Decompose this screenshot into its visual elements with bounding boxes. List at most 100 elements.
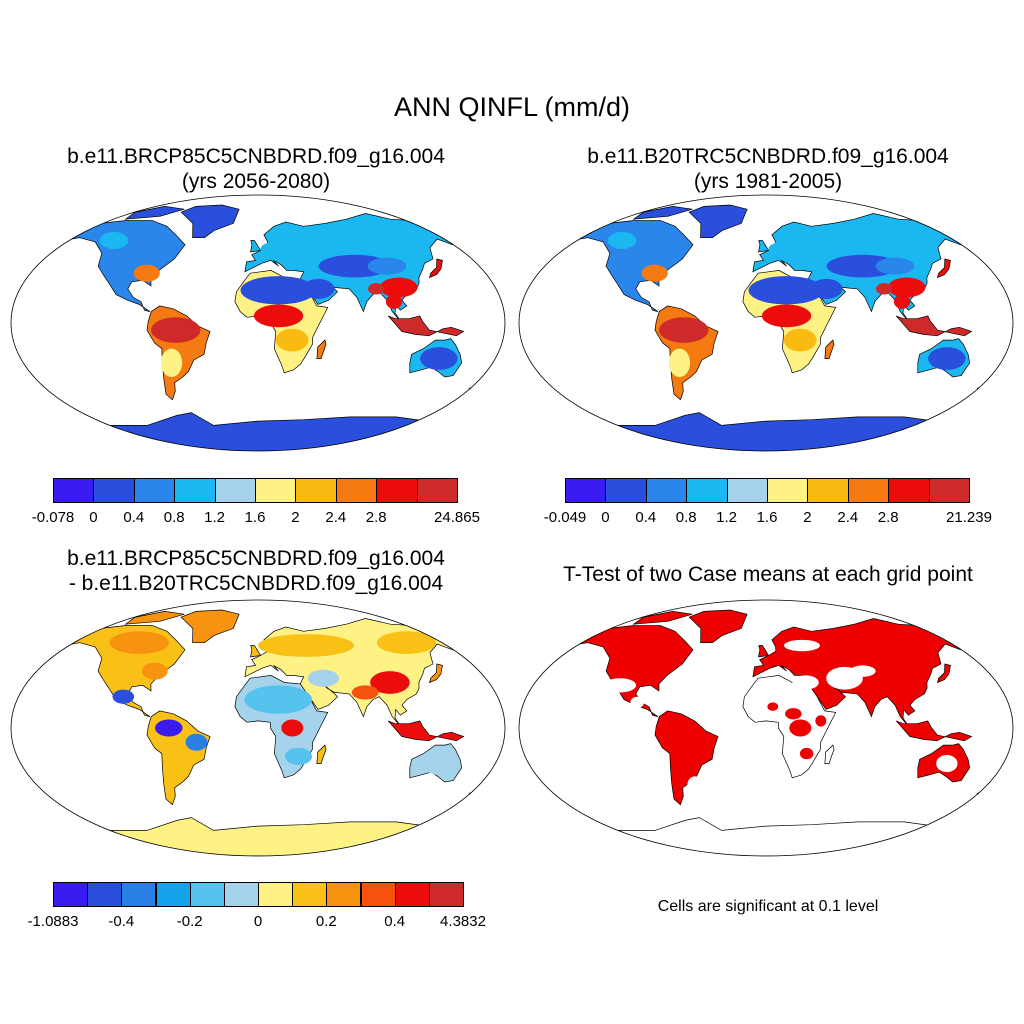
panel-4-title: T-Test of two Case means at each grid po… — [512, 562, 1024, 587]
field-region — [893, 294, 911, 309]
field-region — [385, 294, 403, 309]
colorbar-label: 4.3832 — [440, 913, 486, 930]
colorbar-label: -0.049 — [543, 509, 587, 526]
map-boundary — [10, 194, 506, 452]
colorbar-box — [87, 882, 123, 907]
colorbar-label: -1.0883 — [27, 913, 79, 930]
field-region — [240, 276, 316, 305]
colorbar-box — [133, 478, 176, 503]
field-region — [133, 264, 160, 282]
nonsignificant-region — [630, 696, 645, 709]
colorbar-label: 0.8 — [675, 509, 697, 526]
colorbar-label: -0.2 — [176, 913, 203, 930]
colorbar-box — [295, 478, 337, 503]
panel-1-title-line1: b.e11.BRCP85C5CNBDRD.f09_g16.004 — [67, 145, 445, 168]
field-region — [422, 752, 455, 775]
landmass-antarctica — [555, 817, 970, 856]
nonsignificant-region — [784, 639, 821, 652]
colorbar-label: 0.2 — [315, 913, 337, 930]
landmass-greenland — [180, 609, 240, 644]
landmass-japan — [428, 663, 443, 684]
colorbar-box — [255, 478, 297, 503]
field-region — [185, 733, 208, 751]
colorbar-box — [928, 478, 970, 503]
landmass-greenland — [688, 204, 748, 239]
colorbar-box — [394, 882, 430, 907]
landmass-indonesia — [387, 315, 465, 337]
colorbar-box — [174, 478, 216, 503]
colorbar-box — [223, 882, 259, 907]
landmass-britain — [250, 645, 262, 658]
field-region — [351, 685, 379, 700]
colorbar-box — [326, 882, 362, 907]
significant-region — [799, 747, 814, 760]
landmass-madagascar — [824, 744, 835, 764]
field-region — [160, 348, 183, 378]
landmass-madagascar — [824, 339, 835, 359]
landmass-nz — [976, 780, 998, 794]
colorbar-case: -0.078 0 0.4 0.8 1.2 1.6 2 2.4 2.8 24.865 — [32, 478, 480, 526]
field-region — [641, 264, 668, 282]
field-region — [260, 240, 305, 258]
field-region — [244, 685, 313, 714]
field-region — [151, 317, 201, 343]
field-region — [258, 634, 355, 657]
field-region — [285, 747, 313, 765]
landmass-japan — [936, 663, 951, 684]
map-case — [10, 194, 506, 452]
colorbar-box — [645, 478, 688, 503]
field-region — [783, 328, 817, 352]
colorbar-label: 1.6 — [756, 509, 778, 526]
field-region — [141, 662, 168, 680]
panel-1-title-line2: (yrs 2056-2080) — [181, 170, 331, 193]
colorbar-label: 2.4 — [837, 509, 859, 526]
field-region — [275, 328, 309, 352]
colorbar-box — [155, 882, 191, 907]
field-region — [876, 283, 893, 295]
field-region — [302, 278, 335, 299]
colorbar-label: 1.2 — [204, 509, 226, 526]
map-control — [518, 194, 1014, 452]
colorbar-box — [335, 478, 378, 503]
landmass-samerica — [654, 710, 719, 806]
landmass-antarctica — [47, 817, 462, 856]
field-region — [370, 671, 410, 694]
colorbar-label: 1.2 — [716, 509, 738, 526]
panel-1-title: b.e11.BRCP85C5CNBDRD.f09_g16.004 (yrs 20… — [0, 144, 512, 194]
field-region — [887, 277, 926, 298]
landmass-namerica — [63, 220, 186, 312]
colorbar-control: -0.049 0 0.4 0.8 1.2 1.6 2 2.4 2.8 21.239 — [544, 478, 992, 526]
landmass-britain — [758, 240, 770, 253]
field-region — [367, 257, 407, 275]
field-region — [668, 348, 691, 378]
field-region — [155, 719, 183, 737]
colorbar-label: 0 — [601, 509, 610, 526]
panel-3-title-line2: - b.e11.B20TRC5CNBDRD.f09_g16.004 — [68, 572, 444, 595]
colorbar-box — [416, 478, 458, 503]
landmass-arctic — [632, 206, 693, 220]
main-title: ANN QINFL (mm/d) — [394, 92, 630, 122]
map-boundary — [10, 599, 506, 857]
landmass-japan — [936, 258, 951, 279]
field-region — [810, 278, 843, 299]
landmass-namerica — [571, 220, 694, 312]
field-region — [281, 719, 304, 737]
map-boundary — [518, 599, 1014, 857]
map-ttest — [518, 599, 1014, 857]
colorbar-box — [292, 882, 328, 907]
colorbar-box — [53, 882, 89, 907]
colorbar-label: 0.4 — [123, 509, 145, 526]
field-region — [253, 304, 304, 328]
colorbar-box — [53, 478, 95, 503]
landmass-arctic — [124, 611, 185, 625]
nonsignificant-region — [687, 776, 703, 794]
field-region — [368, 283, 385, 295]
nonsignificant-region — [604, 678, 637, 693]
significant-region — [815, 715, 827, 727]
colorbar-label: 2.4 — [325, 509, 347, 526]
panel-2-title-line1: b.e11.B20TRC5CNBDRD.f09_g16.004 — [587, 145, 949, 168]
landmass-indonesia — [895, 720, 973, 742]
map-boundary — [518, 194, 1014, 452]
field-region — [307, 669, 340, 687]
colorbar-label: 2 — [803, 509, 812, 526]
